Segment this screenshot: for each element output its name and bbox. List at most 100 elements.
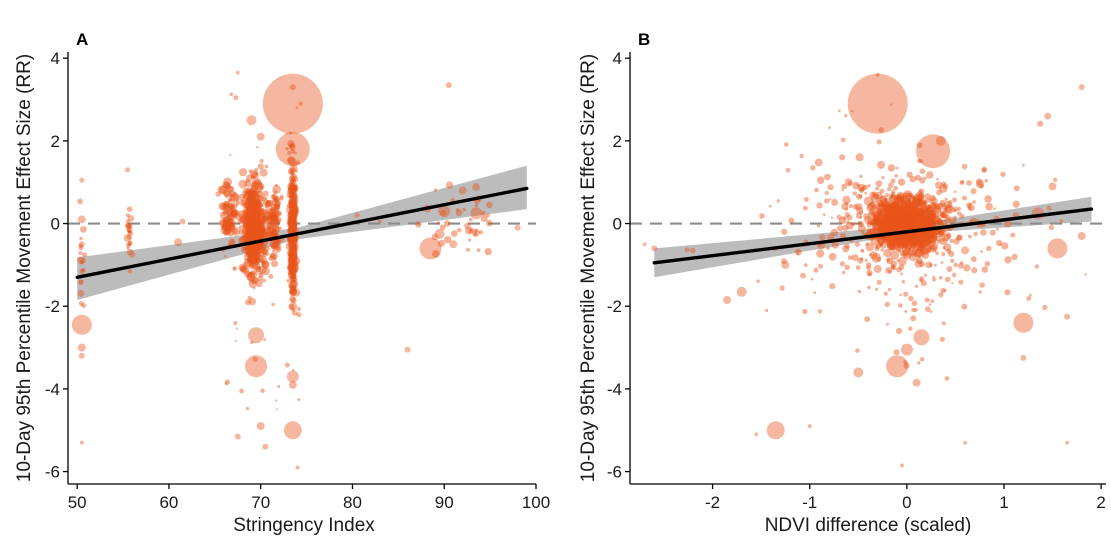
data-point xyxy=(1013,185,1020,192)
data-point xyxy=(228,206,233,210)
data-point xyxy=(245,243,255,253)
data-point xyxy=(896,233,904,241)
data-point xyxy=(287,187,295,195)
data-point xyxy=(903,251,912,260)
data-point xyxy=(291,197,296,202)
data-point xyxy=(844,264,850,270)
data-point xyxy=(970,188,977,195)
data-point xyxy=(892,205,899,211)
data-point xyxy=(874,287,879,291)
data-point xyxy=(291,223,298,230)
data-point xyxy=(246,205,253,212)
data-point xyxy=(901,214,912,224)
data-point xyxy=(878,219,882,223)
data-point xyxy=(934,212,939,217)
data-point xyxy=(916,240,924,247)
data-point xyxy=(895,215,903,223)
data-point xyxy=(914,220,919,225)
data-point xyxy=(289,265,296,273)
data-point xyxy=(273,244,282,253)
data-point xyxy=(257,228,266,236)
data-point xyxy=(908,206,915,214)
data-point xyxy=(225,218,234,228)
data-point xyxy=(287,212,295,220)
data-point xyxy=(248,216,255,224)
data-point xyxy=(765,308,769,313)
data-point xyxy=(242,190,248,197)
data-point xyxy=(272,204,281,212)
data-point xyxy=(292,288,301,297)
data-point xyxy=(897,201,903,207)
data-point xyxy=(961,303,968,310)
data-point xyxy=(968,202,972,206)
panel-a-y-axis-title: 10-Day 95th Percentile Movement Effect S… xyxy=(14,54,35,482)
data-point xyxy=(250,223,256,230)
data-point xyxy=(900,215,906,221)
data-point xyxy=(932,248,937,252)
data-point xyxy=(288,211,297,221)
data-point xyxy=(290,219,298,226)
data-point xyxy=(248,231,257,240)
data-point xyxy=(897,223,905,231)
data-point xyxy=(221,223,228,231)
data-point xyxy=(888,216,898,226)
data-point xyxy=(922,215,929,222)
data-point xyxy=(228,211,238,221)
data-point xyxy=(291,256,301,266)
data-point xyxy=(264,205,268,209)
data-point xyxy=(290,197,298,205)
data-point xyxy=(914,233,924,243)
data-point xyxy=(943,234,951,242)
data-point xyxy=(230,213,236,219)
data-point xyxy=(877,241,883,247)
data-point xyxy=(226,194,229,197)
data-point xyxy=(889,244,897,252)
data-point xyxy=(881,222,891,232)
data-point xyxy=(839,261,846,267)
data-point xyxy=(128,230,132,234)
data-point xyxy=(930,230,938,238)
data-point xyxy=(942,246,946,250)
data-point xyxy=(252,211,258,217)
data-point xyxy=(243,221,250,229)
data-point xyxy=(256,254,264,263)
data-point xyxy=(890,235,899,243)
data-point xyxy=(288,183,297,192)
data-point xyxy=(845,207,849,211)
data-point xyxy=(889,217,897,224)
data-point xyxy=(906,214,912,219)
data-point xyxy=(292,235,299,242)
data-point xyxy=(244,180,252,188)
data-point xyxy=(251,261,261,270)
data-point xyxy=(289,250,295,257)
data-point xyxy=(293,262,299,268)
data-point xyxy=(249,275,258,284)
data-point xyxy=(918,243,926,252)
data-point xyxy=(908,192,913,198)
data-point xyxy=(256,225,266,235)
data-point xyxy=(878,201,884,207)
data-point xyxy=(262,190,269,197)
data-point xyxy=(462,207,467,212)
data-point xyxy=(912,207,919,215)
data-point xyxy=(284,362,290,368)
data-point xyxy=(917,210,924,217)
data-point xyxy=(857,221,861,224)
data-point xyxy=(944,197,948,201)
data-point xyxy=(256,230,265,239)
data-point xyxy=(248,208,253,213)
data-point xyxy=(981,166,988,173)
data-point xyxy=(869,201,876,208)
data-point xyxy=(917,209,925,218)
data-point xyxy=(932,214,937,219)
data-point xyxy=(285,132,288,135)
data-point xyxy=(290,236,297,243)
data-point xyxy=(248,207,253,211)
data-point xyxy=(944,217,951,223)
data-point xyxy=(911,195,916,201)
data-point xyxy=(1044,112,1052,120)
data-point xyxy=(877,160,885,169)
data-point xyxy=(77,215,86,224)
data-point xyxy=(917,207,922,212)
data-point xyxy=(1003,220,1012,228)
